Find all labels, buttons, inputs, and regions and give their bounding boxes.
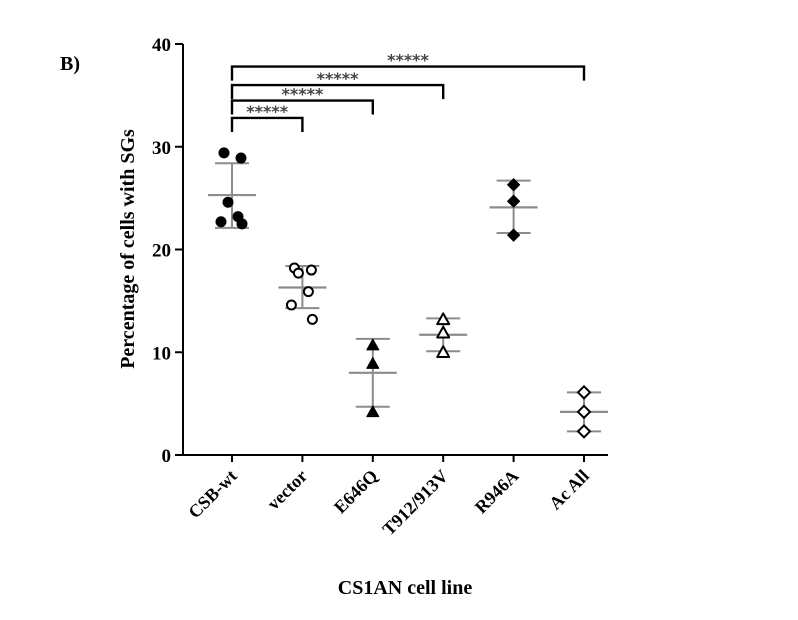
data-point: [366, 357, 380, 369]
significance-bracket: [230, 83, 445, 100]
significance-bracket: [230, 116, 304, 132]
data-point: [305, 264, 317, 276]
data-point: [436, 345, 451, 359]
data-point: [285, 299, 297, 311]
y-tick-label: 40: [152, 35, 171, 56]
data-point: [302, 286, 314, 298]
x-tick-label: T912/913V: [378, 466, 452, 540]
data-point: [366, 338, 380, 351]
data-point: [576, 404, 592, 420]
x-tick-label: E646Q: [330, 466, 382, 518]
significance-bracket: [230, 65, 586, 81]
data-point: [222, 196, 234, 208]
data-point: [366, 405, 380, 418]
significance-label: *****: [387, 51, 429, 70]
data-point: [506, 228, 521, 242]
significance-label: *****: [246, 102, 288, 121]
data-point: [236, 218, 248, 230]
y-tick-label: 10: [152, 343, 171, 364]
data-point: [506, 194, 521, 208]
data-points: [215, 147, 592, 439]
data-point: [576, 384, 592, 400]
panel-label: B): [60, 53, 80, 75]
significance-brackets: ********************: [230, 51, 586, 132]
significance-label: *****: [317, 69, 359, 88]
data-point: [436, 312, 451, 326]
y-axis-label: Percentage of cells with SGs: [117, 129, 139, 369]
x-tick-label: vector: [263, 466, 311, 514]
data-point: [235, 152, 247, 164]
y-tick-label: 0: [162, 446, 172, 467]
x-axis-label: CS1AN cell line: [338, 577, 473, 599]
data-point: [218, 147, 230, 159]
data-point: [506, 178, 521, 192]
error-bars: [208, 162, 608, 433]
y-tick-label: 20: [152, 241, 171, 262]
data-point: [436, 325, 451, 339]
data-point: [215, 216, 227, 228]
x-tick-label: Ac All: [545, 466, 593, 514]
significance-label: *****: [281, 85, 323, 104]
significance-bracket: [230, 99, 374, 115]
data-point: [576, 423, 592, 439]
y-tick-label: 30: [152, 138, 171, 159]
x-tick-label: R946A: [471, 466, 523, 518]
data-point: [292, 267, 304, 279]
x-tick-label: CSB-wt: [184, 466, 241, 523]
data-point: [306, 313, 318, 325]
